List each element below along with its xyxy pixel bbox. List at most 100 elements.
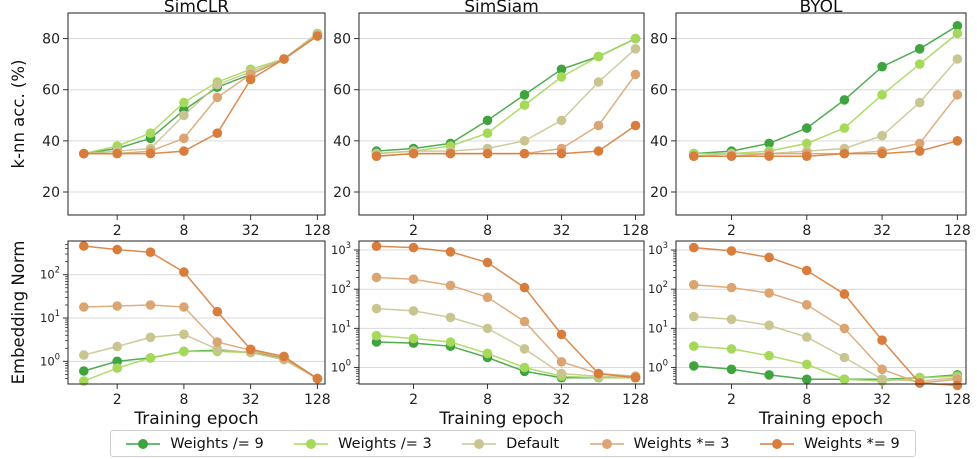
series-line-4 bbox=[83, 35, 318, 155]
legend-swatch-icon bbox=[126, 438, 161, 449]
y-tick-label: 101 bbox=[40, 309, 60, 325]
panel-simclr-knn: 20 40 60 80 2 8 32 128 SimCLR bbox=[42, 0, 331, 239]
data-point bbox=[519, 100, 530, 110]
series-line-2 bbox=[83, 333, 318, 380]
data-point bbox=[408, 148, 419, 159]
axes-frame bbox=[358, 240, 645, 385]
data-point bbox=[179, 329, 189, 340]
data-point bbox=[689, 341, 699, 352]
data-point bbox=[952, 28, 963, 39]
data-point bbox=[445, 148, 456, 159]
data-point bbox=[212, 92, 223, 103]
data-point bbox=[519, 148, 530, 159]
data-point bbox=[519, 344, 530, 354]
figure-canvas: 20 40 60 80 2 8 32 128 SimCLR 20 40 60 80 2 8 32 128 SimS… bbox=[9, 0, 971, 429]
series-line-0 bbox=[693, 25, 958, 155]
x-tick-label: 32 bbox=[873, 223, 891, 239]
data-point bbox=[145, 128, 156, 138]
data-point bbox=[145, 332, 156, 343]
y-axis-label: k-nn acc. (%) bbox=[9, 60, 28, 169]
y-tick-label: 101 bbox=[331, 319, 351, 335]
data-point bbox=[839, 123, 850, 133]
data-point bbox=[312, 31, 323, 41]
data-point bbox=[245, 344, 256, 355]
data-point bbox=[519, 90, 530, 100]
data-point bbox=[79, 366, 89, 376]
data-point bbox=[952, 21, 963, 31]
series-line-2 bbox=[376, 48, 637, 155]
data-point bbox=[482, 323, 493, 334]
legend-item-weights-div-3: Weights /= 3 bbox=[294, 436, 432, 452]
data-point bbox=[593, 120, 604, 131]
data-point bbox=[764, 138, 774, 149]
panel-byol-knn: 20 40 60 80 2 8 32 128 BYOL bbox=[650, 0, 971, 239]
data-point bbox=[556, 148, 567, 159]
panel-title: BYOL bbox=[799, 0, 843, 17]
legend-swatch-icon bbox=[589, 438, 624, 449]
data-point bbox=[877, 148, 887, 159]
data-point bbox=[689, 242, 699, 253]
data-point bbox=[212, 306, 223, 317]
y-tick-label: 20 bbox=[42, 185, 60, 201]
data-point bbox=[630, 120, 641, 131]
y-tick-label: 80 bbox=[333, 32, 351, 48]
data-point bbox=[408, 333, 419, 344]
axes-frame bbox=[675, 240, 967, 385]
legend-label: Weights /= 9 bbox=[170, 435, 264, 452]
data-point bbox=[408, 242, 419, 253]
data-point bbox=[371, 272, 382, 283]
x-tick-label: 8 bbox=[179, 392, 188, 408]
y-tick-label: 20 bbox=[650, 185, 668, 201]
y-tick-label: 40 bbox=[333, 134, 351, 150]
y-tick-label: 102 bbox=[648, 280, 668, 296]
data-point bbox=[877, 90, 887, 100]
series-line-4 bbox=[693, 246, 958, 387]
data-point bbox=[179, 97, 189, 108]
data-point bbox=[802, 151, 812, 161]
data-point bbox=[839, 148, 850, 159]
data-point bbox=[519, 282, 530, 293]
data-point bbox=[482, 148, 493, 159]
data-point bbox=[112, 363, 122, 373]
data-point bbox=[408, 306, 419, 316]
series-line-1 bbox=[376, 37, 636, 155]
panel-simclr-norm: 100 101 102 2 8 32 128 Training epoch bbox=[40, 240, 331, 429]
data-point bbox=[79, 350, 89, 360]
data-point bbox=[689, 311, 699, 322]
data-point bbox=[802, 123, 812, 133]
y-tick-label: 60 bbox=[333, 83, 351, 99]
data-point bbox=[726, 282, 737, 293]
data-point bbox=[726, 246, 737, 256]
data-point bbox=[630, 69, 641, 80]
y-tick-label: 102 bbox=[40, 266, 60, 282]
data-point bbox=[802, 138, 812, 149]
data-point bbox=[145, 247, 156, 257]
data-point bbox=[556, 357, 567, 367]
y-tick-label: 20 bbox=[333, 185, 351, 201]
data-point bbox=[839, 374, 850, 385]
data-point bbox=[371, 151, 382, 161]
legend-label: Weights *= 9 bbox=[803, 435, 900, 452]
x-tick-label: 2 bbox=[113, 392, 122, 408]
axes-frame bbox=[358, 12, 645, 216]
legend-item-weights-mul-9: Weights *= 9 bbox=[759, 435, 900, 452]
x-tick-label: 128 bbox=[304, 392, 331, 408]
data-point bbox=[279, 351, 289, 362]
data-point bbox=[556, 64, 567, 75]
data-point bbox=[145, 353, 156, 363]
data-point bbox=[914, 138, 925, 149]
data-point bbox=[877, 61, 887, 72]
x-tick-label: 128 bbox=[304, 223, 331, 239]
data-point bbox=[179, 267, 189, 277]
legend-item-weights-div-9: Weights /= 9 bbox=[126, 436, 264, 452]
data-point bbox=[726, 344, 737, 354]
panel-byol-norm: 100 101 102 103 2 8 32 128 Training epoch bbox=[648, 240, 971, 429]
data-point bbox=[179, 146, 189, 156]
x-tick-label: 128 bbox=[622, 392, 649, 408]
legend-swatch-icon bbox=[759, 438, 794, 449]
data-point bbox=[79, 302, 89, 312]
data-point bbox=[914, 97, 925, 108]
data-point bbox=[726, 364, 737, 375]
series-line-4 bbox=[376, 245, 636, 379]
data-point bbox=[371, 330, 382, 341]
